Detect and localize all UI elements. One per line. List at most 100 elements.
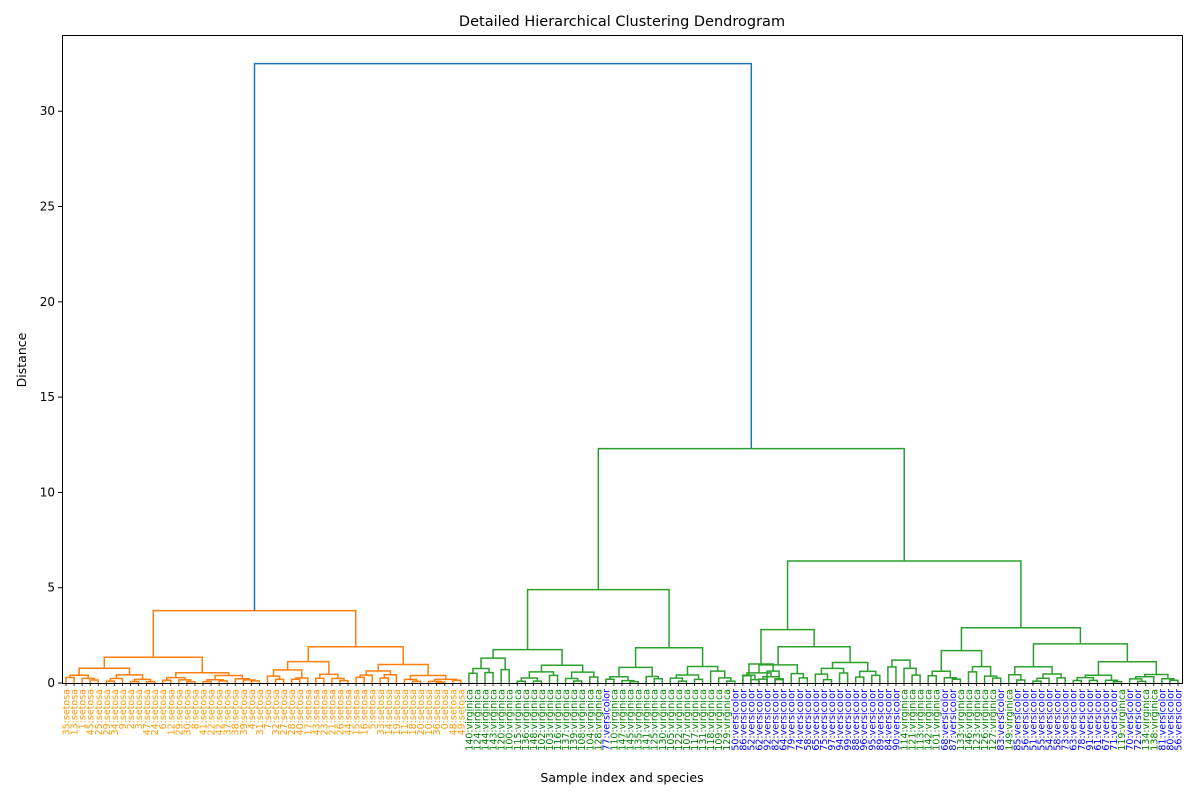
leaf-label: 121:virginica	[908, 689, 919, 751]
dendrogram-link	[750, 678, 760, 683]
dendrogram-link	[645, 675, 660, 683]
leaf-label: 144:virginica	[481, 689, 492, 751]
leaf-label: 148:virginica	[529, 689, 540, 751]
leaf-label: 83:versicolor	[996, 689, 1007, 751]
dendrogram-link	[1056, 677, 1066, 683]
leaf-label: 58:versicolor	[803, 689, 814, 751]
leaf-label: 73:versicolor	[1061, 689, 1072, 751]
leaf-label: 149:virginica	[1004, 689, 1015, 751]
dendrogram-link	[202, 680, 212, 683]
leaf-label: 86:versicolor	[738, 689, 749, 751]
leaf-label: 131:virginica	[698, 689, 709, 751]
y-tick-label: 15	[40, 390, 55, 404]
leaf-label: 3:setosa	[134, 689, 145, 729]
dendrogram-link	[653, 678, 664, 683]
leaf-label: 115:virginica	[513, 689, 524, 751]
dendrogram-link	[597, 447, 905, 590]
leaf-label: 142:virginica	[924, 689, 935, 751]
dendrogram-link	[951, 678, 962, 683]
leaf-label: 42:setosa	[215, 689, 226, 735]
dendrogram-link	[103, 656, 204, 673]
dendrogram-link	[1014, 666, 1053, 675]
leaf-label: 55:versicolor	[1036, 689, 1047, 751]
dendrogram-links	[65, 62, 1179, 683]
leaf-label: 1:setosa	[78, 689, 89, 729]
leaf-label: 85:versicolor	[1012, 689, 1023, 751]
dendrogram-link	[105, 680, 116, 683]
dendrogram-link	[435, 681, 446, 683]
leaf-label: 63:versicolor	[1069, 689, 1080, 751]
leaf-label: 107:virginica	[682, 689, 693, 751]
y-tick-label: 25	[40, 200, 55, 214]
leaf-label: 145:virginica	[626, 689, 637, 751]
dendrogram-link	[234, 678, 251, 683]
leaf-label: 88:versicolor	[851, 689, 862, 751]
leaf-label: 32:setosa	[271, 689, 282, 735]
dendrogram-link	[355, 676, 365, 683]
leaf-label: 128:virginica	[593, 689, 604, 751]
leaf-label: 117:virginica	[690, 689, 701, 751]
leaf-label: 97:versicolor	[827, 689, 838, 751]
dendrogram-link	[218, 680, 228, 683]
leaf-label: 22:setosa	[207, 689, 218, 735]
leaf-label: 125:virginica	[650, 689, 661, 751]
leaf-label: 41:setosa	[199, 689, 210, 735]
leaf-label: 37:setosa	[223, 689, 234, 735]
leaf-label: 110:virginica	[609, 689, 620, 751]
dendrogram-link	[634, 646, 704, 668]
leaf-label: 29:setosa	[102, 689, 113, 735]
leaf-label: 43:setosa	[311, 689, 322, 735]
dendrogram-link	[675, 674, 700, 680]
dendrogram-link	[186, 680, 196, 683]
dendrogram-link	[831, 661, 869, 672]
dendrogram-link	[774, 678, 784, 683]
leaf-label: 124:virginica	[472, 689, 483, 751]
leaf-label: 71:versicolor	[1109, 689, 1120, 751]
dendrogram-link	[548, 674, 559, 683]
dendrogram-link	[253, 62, 753, 611]
leaf-label: 91:versicolor	[1085, 689, 1096, 751]
dendrogram-link	[1016, 679, 1026, 683]
leaf-label: 122:virginica	[674, 689, 685, 751]
dendrogram-link	[742, 675, 752, 683]
dendrogram-link	[709, 670, 726, 683]
dendrogram-link	[129, 680, 140, 683]
x-axis-leaf-labels: 35:setosa13:setosa1:setosa45:setosa25:se…	[62, 683, 1184, 751]
leaf-label: 78:versicolor	[1077, 689, 1088, 751]
leaf-label: 102:virginica	[537, 689, 548, 751]
leaf-label: 119:virginica	[1117, 689, 1128, 751]
leaf-label: 28:setosa	[287, 689, 298, 735]
leaf-label: 126:virginica	[980, 689, 991, 751]
leaf-label: 14:setosa	[384, 689, 395, 735]
dendrogram-link	[940, 649, 983, 672]
leaf-label: 25:setosa	[94, 689, 105, 735]
dendrogram-link	[618, 666, 653, 677]
leaf-label: 16:setosa	[360, 689, 371, 735]
leaf-label: 52:versicolor	[746, 689, 757, 751]
leaf-label: 35:setosa	[62, 689, 73, 735]
leaf-label: 7:setosa	[263, 689, 274, 729]
leaf-label: 135:virginica	[634, 689, 645, 751]
leaf-label: 96:versicolor	[859, 689, 870, 751]
leaf-label: 33:setosa	[376, 689, 387, 735]
leaf-label: 47:setosa	[142, 689, 153, 735]
leaf-label: 75:versicolor	[819, 689, 830, 751]
dendrogram-link	[854, 676, 865, 683]
dendrogram-link	[820, 667, 845, 675]
dendrogram-link	[903, 667, 917, 683]
leaf-label: 30:setosa	[182, 689, 193, 735]
leaf-label: 139:virginica	[569, 689, 580, 751]
leaf-label: 130:virginica	[658, 689, 669, 751]
leaf-label: 12:setosa	[166, 689, 177, 735]
leaf-label: 137:virginica	[561, 689, 572, 751]
leaf-label: 58:versicolor	[1053, 689, 1064, 751]
leaf-label: 118:virginica	[706, 689, 717, 751]
leaf-label: 99:versicolor	[843, 689, 854, 751]
leaf-label: 13:setosa	[70, 689, 81, 735]
dendrogram-link	[206, 678, 224, 682]
leaf-label: 141:virginica	[642, 689, 653, 751]
leaf-label: 67:versicolor	[1101, 689, 1112, 751]
leaf-label: 127:virginica	[988, 689, 999, 751]
leaf-label: 82:versicolor	[771, 689, 782, 751]
dendrogram-link	[589, 676, 599, 683]
